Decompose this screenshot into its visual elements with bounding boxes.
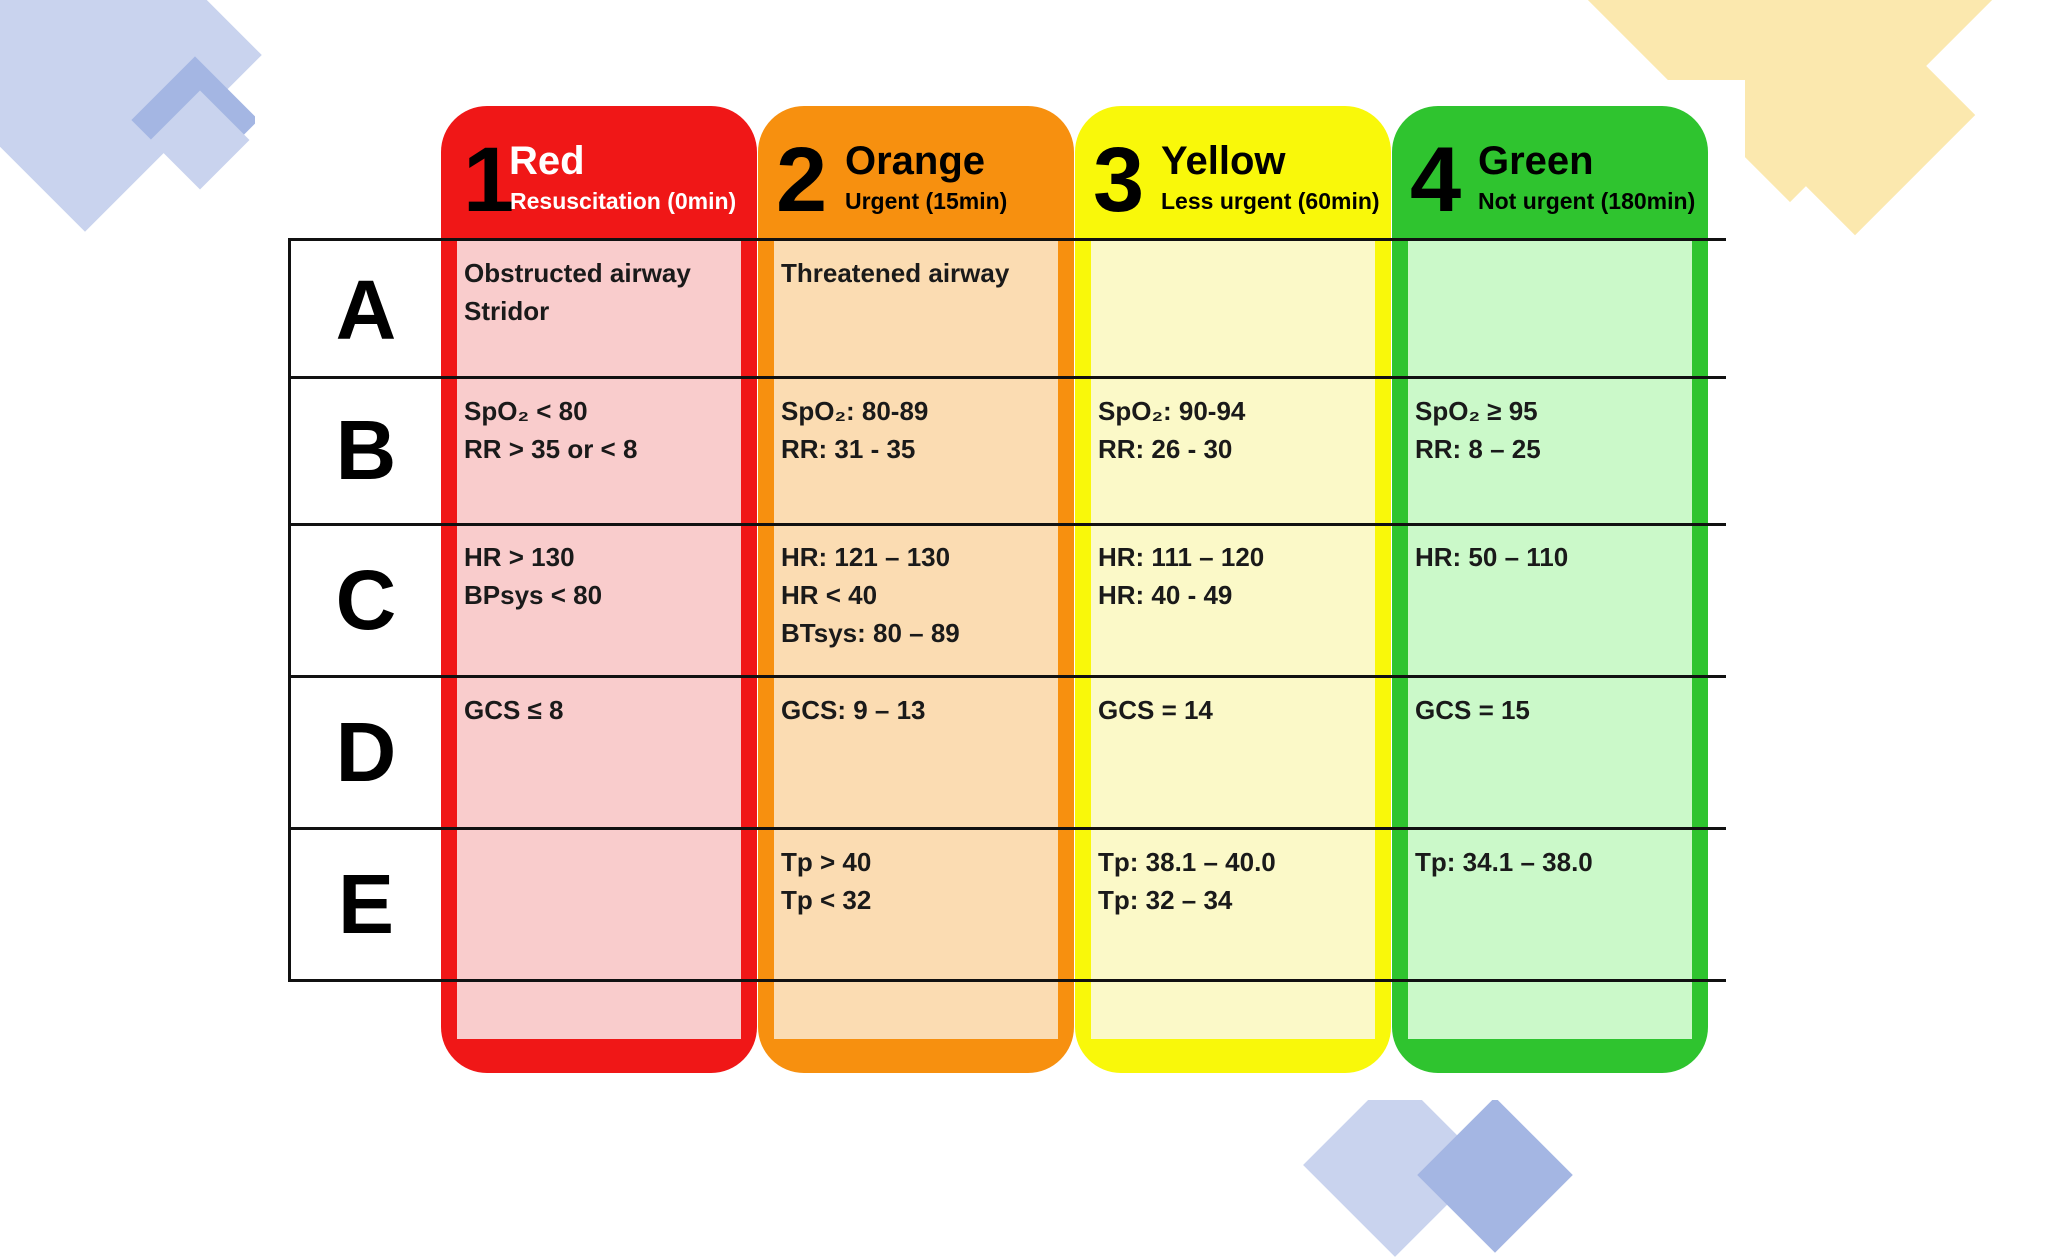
category-subtitle: Urgent (15min) <box>845 188 1008 214</box>
row-letter-b: B <box>335 403 397 497</box>
cell-line: GCS = 14 <box>1098 695 1213 725</box>
row-letter-e: E <box>337 857 395 951</box>
cell-line: Tp > 40 <box>781 847 872 877</box>
cell-line: GCS ≤ 8 <box>464 695 564 725</box>
category-number: 3 <box>1093 129 1145 231</box>
category-number: 2 <box>776 129 828 231</box>
cell-line: Obstructed airway <box>464 258 691 288</box>
cell-line: HR: 111 – 120 <box>1098 542 1265 572</box>
cell-line: BTsys: 80 – 89 <box>781 618 960 648</box>
cell-d-green: GCS = 15 <box>1415 691 1530 729</box>
category-number: 1 <box>463 129 515 231</box>
cell-line: HR: 50 – 110 <box>1415 542 1569 572</box>
category-column-red: 1 Red Resuscitation (0min) <box>441 106 757 1073</box>
category-number: 4 <box>1410 129 1462 231</box>
cell-d-red: GCS ≤ 8 <box>464 691 564 729</box>
row-divider <box>288 979 1726 982</box>
row-letter-a: A <box>335 263 397 357</box>
category-column-orange: 2 Orange Urgent (15min) <box>758 106 1074 1073</box>
cell-b-red: SpO₂ < 80 RR > 35 or < 8 <box>464 392 637 468</box>
category-body <box>457 238 741 1039</box>
category-name: Green <box>1478 139 1594 183</box>
row-letter-c: C <box>335 553 397 647</box>
cell-line: HR > 130 <box>464 542 575 572</box>
cell-c-green: HR: 50 – 110 <box>1415 538 1568 576</box>
cell-a-red: Obstructed airway Stridor <box>464 254 691 330</box>
category-column-green: 4 Green Not urgent (180min) <box>1392 106 1708 1073</box>
cell-d-orange: GCS: 9 – 13 <box>781 691 926 729</box>
cell-b-orange: SpO₂: 80-89 RR: 31 - 35 <box>781 392 928 468</box>
cell-b-yellow: SpO₂: 90-94 RR: 26 - 30 <box>1098 392 1245 468</box>
category-header: 1 Red Resuscitation (0min) <box>441 106 757 238</box>
cell-line: Tp: 32 – 34 <box>1098 885 1233 915</box>
cell-line: Stridor <box>464 296 550 326</box>
category-body <box>1091 238 1375 1039</box>
cell-line: SpO₂: 80-89 <box>781 396 929 426</box>
cell-b-green: SpO₂ ≥ 95 RR: 8 – 25 <box>1415 392 1541 468</box>
category-column-yellow: 3 Yellow Less urgent (60min) <box>1075 106 1391 1073</box>
cell-d-yellow: GCS = 14 <box>1098 691 1213 729</box>
cell-line: RR: 8 – 25 <box>1415 434 1541 464</box>
category-name: Orange <box>845 139 986 183</box>
cell-line: SpO₂: 90-94 <box>1098 396 1246 426</box>
cell-line: BPsys < 80 <box>464 580 603 610</box>
triage-table: 1 Red Resuscitation (0min) 2 Orange Urge… <box>288 106 1726 1073</box>
row-letter-d: D <box>335 705 397 799</box>
cell-e-orange: Tp > 40 Tp < 32 <box>781 843 871 919</box>
category-header: 4 Green Not urgent (180min) <box>1392 106 1708 238</box>
category-header: 2 Orange Urgent (15min) <box>758 106 1074 238</box>
cell-line: Tp < 32 <box>781 885 872 915</box>
category-subtitle: Less urgent (60min) <box>1161 188 1380 214</box>
row-divider <box>288 827 1726 830</box>
cell-line: Tp: 34.1 – 38.0 <box>1415 847 1593 877</box>
cell-c-orange: HR: 121 – 130 HR < 40 BTsys: 80 – 89 <box>781 538 960 652</box>
category-name: Yellow <box>1161 139 1286 183</box>
cell-line: Tp: 38.1 – 40.0 <box>1098 847 1276 877</box>
cell-c-yellow: HR: 111 – 120 HR: 40 - 49 <box>1098 538 1264 614</box>
row-divider <box>288 523 1726 526</box>
cell-line: HR: 40 - 49 <box>1098 580 1233 610</box>
cell-c-red: HR > 130 BPsys < 80 <box>464 538 602 614</box>
cell-line: RR > 35 or < 8 <box>464 434 638 464</box>
cell-e-yellow: Tp: 38.1 – 40.0 Tp: 32 – 34 <box>1098 843 1276 919</box>
cell-line: SpO₂ < 80 <box>464 396 588 426</box>
table-left-border <box>288 238 291 982</box>
category-name: Red <box>509 139 585 183</box>
category-body <box>1408 238 1692 1039</box>
cell-line: Threatened airway <box>781 258 1010 288</box>
row-divider <box>288 675 1726 678</box>
row-divider <box>288 376 1726 379</box>
row-divider <box>288 238 1726 241</box>
cell-line: RR: 31 - 35 <box>781 434 916 464</box>
cell-line: GCS = 15 <box>1415 695 1530 725</box>
category-subtitle: Not urgent (180min) <box>1478 188 1696 214</box>
cell-a-orange: Threatened airway <box>781 254 1009 292</box>
category-body <box>774 238 1058 1039</box>
category-subtitle: Resuscitation (0min) <box>510 188 737 214</box>
cell-line: HR < 40 <box>781 580 878 610</box>
cell-line: GCS: 9 – 13 <box>781 695 926 725</box>
cell-line: RR: 26 - 30 <box>1098 434 1233 464</box>
cell-line: SpO₂ ≥ 95 <box>1415 396 1538 426</box>
cell-line: HR: 121 – 130 <box>781 542 951 572</box>
cell-e-green: Tp: 34.1 – 38.0 <box>1415 843 1593 881</box>
category-header: 3 Yellow Less urgent (60min) <box>1075 106 1391 238</box>
